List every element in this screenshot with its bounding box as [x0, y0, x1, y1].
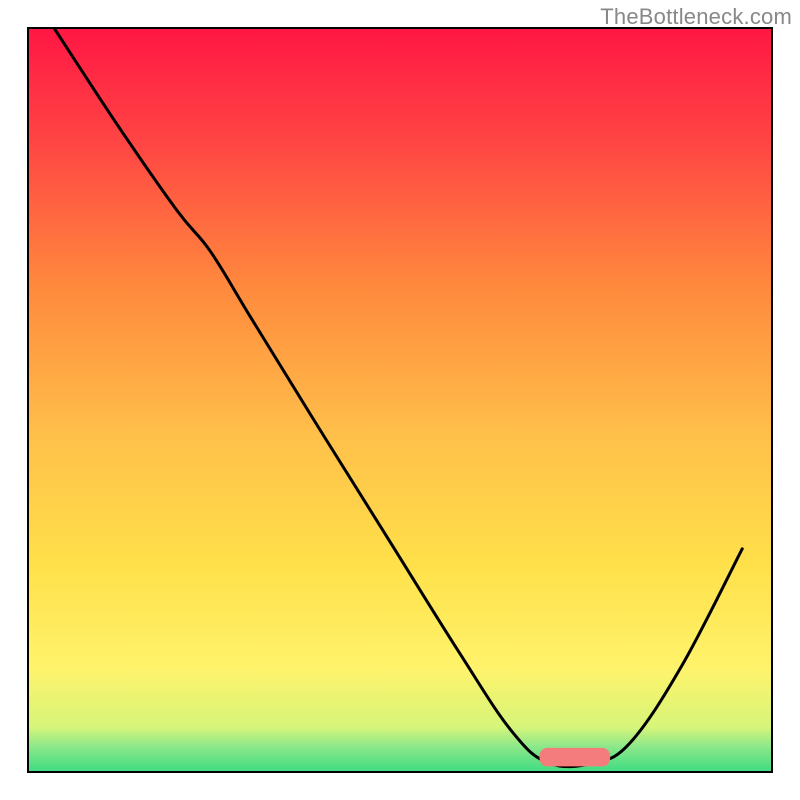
optimal-range-marker	[540, 748, 611, 767]
gradient-background	[28, 28, 772, 772]
chart-container: TheBottleneck.com	[0, 0, 800, 800]
bottleneck-chart	[0, 0, 800, 800]
watermark-text: TheBottleneck.com	[600, 4, 792, 30]
